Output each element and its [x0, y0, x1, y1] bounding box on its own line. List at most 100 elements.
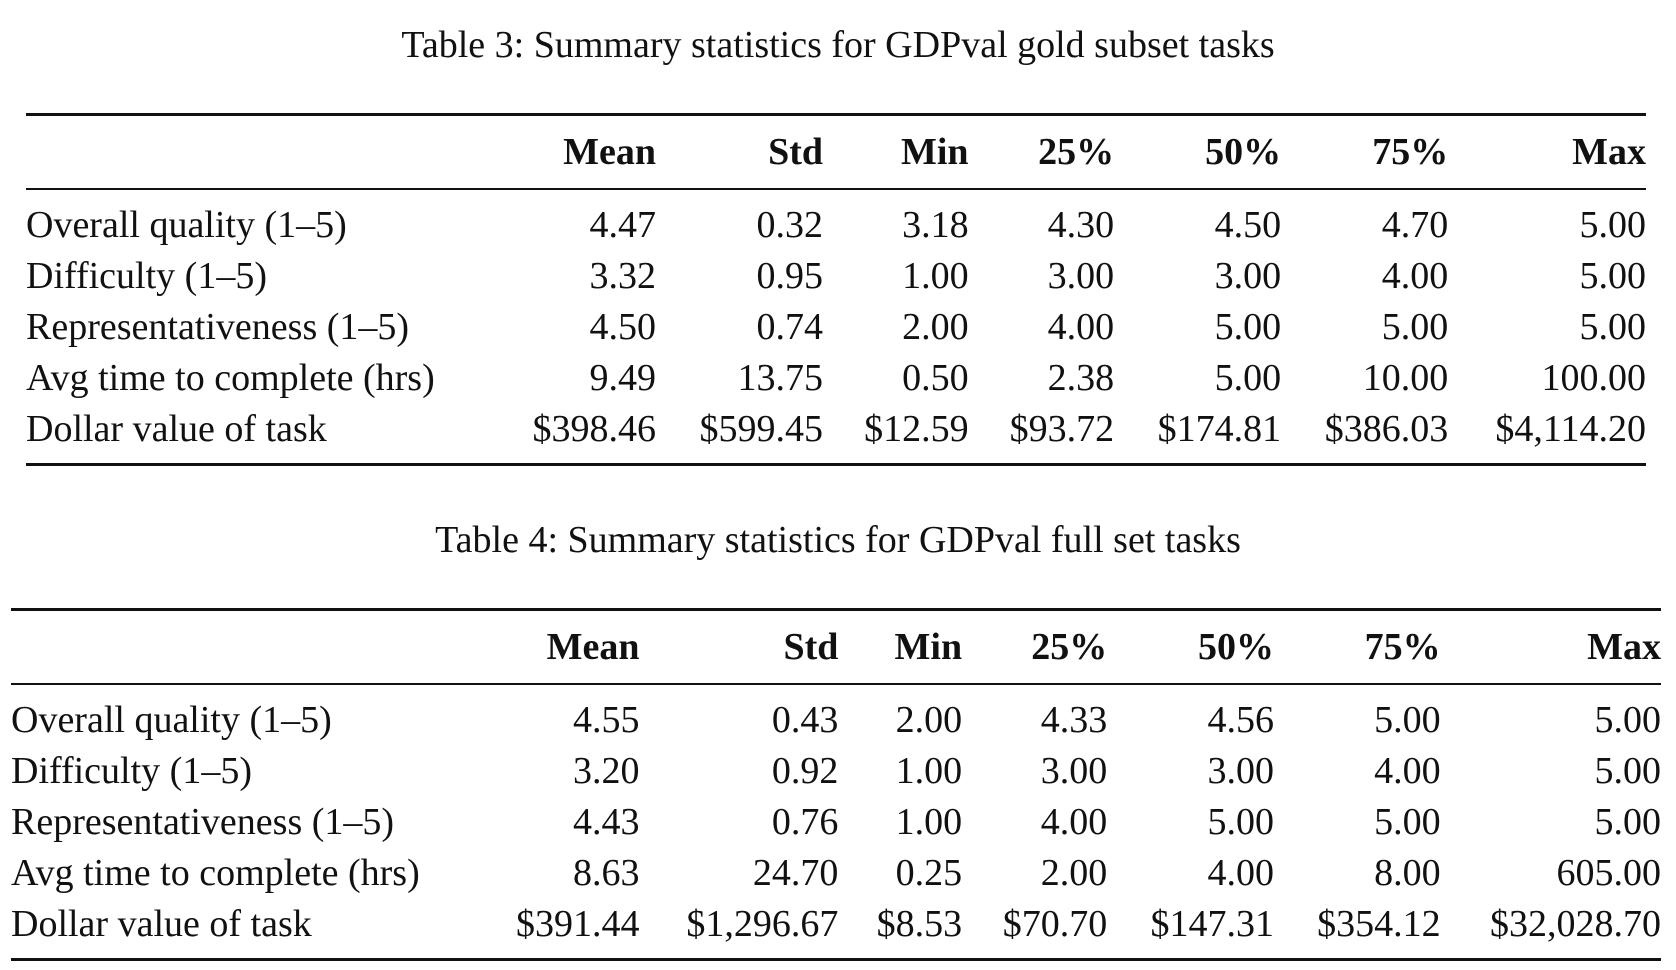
cell-std: $599.45 — [699, 407, 824, 450]
cell-75pct: 8.00 — [1374, 851, 1441, 894]
cell-max: 5.00 — [1594, 698, 1662, 741]
cell-mean: $391.44 — [516, 902, 640, 945]
row-label: Representativeness (1–5) — [26, 305, 410, 348]
cell-mean: 4.55 — [573, 698, 640, 741]
cell-25pct: 4.00 — [1040, 800, 1108, 843]
header-stub — [26, 114, 489, 190]
cell-max: 5.00 — [1594, 800, 1662, 843]
table-4-caption: Table 4: Summary statistics for GDPval f… — [435, 519, 1241, 561]
cell-75pct: $386.03 — [1324, 407, 1449, 450]
cell-std: 0.76 — [771, 800, 839, 843]
cell-75pct: 4.00 — [1374, 749, 1441, 792]
cell-min: 1.00 — [902, 254, 969, 297]
row-label: Dollar value of task — [11, 902, 312, 945]
table-header-row: Mean Std Min 25% 50% 75% Max — [26, 114, 1646, 190]
cell-50pct: 3.00 — [1214, 254, 1282, 297]
header-min: Min — [838, 609, 963, 685]
cell-mean: 8.63 — [573, 851, 640, 894]
table-row: Overall quality (1–5) 4.47 0.32 3.18 4.3… — [26, 189, 1646, 250]
cell-25pct: 3.00 — [1040, 749, 1108, 792]
cell-mean: $398.46 — [532, 407, 656, 450]
row-label: Difficulty (1–5) — [11, 749, 252, 792]
header-mean: Mean — [488, 114, 656, 190]
cell-max: $32,028.70 — [1490, 902, 1661, 945]
table-header-row: Mean Std Min 25% 50% 75% Max — [11, 609, 1661, 685]
table-row: Avg time to complete (hrs) 9.49 13.75 0.… — [26, 352, 1646, 403]
row-label: Avg time to complete (hrs) — [11, 851, 420, 894]
cell-25pct: $70.70 — [1002, 902, 1108, 945]
cell-min: 1.00 — [895, 749, 963, 792]
row-label: Dollar value of task — [26, 407, 327, 450]
cell-50pct: 3.00 — [1207, 749, 1274, 792]
cell-mean: 3.32 — [589, 254, 656, 297]
header-50pct: 50% — [1114, 114, 1282, 190]
cell-mean: 4.43 — [573, 800, 640, 843]
table-3-caption: Table 3: Summary statistics for GDPval g… — [401, 24, 1275, 66]
table-3: Mean Std Min 25% 50% 75% Max Overall qua… — [26, 113, 1646, 466]
cell-min: $8.53 — [876, 902, 963, 945]
cell-25pct: 2.38 — [1047, 356, 1115, 399]
cell-75pct: 5.00 — [1381, 305, 1449, 348]
cell-50pct: 5.00 — [1214, 356, 1282, 399]
header-min: Min — [823, 114, 969, 190]
cell-50pct: $174.81 — [1157, 407, 1282, 450]
header-max: Max — [1440, 609, 1661, 685]
header-stub — [11, 609, 473, 685]
cell-max: 605.00 — [1556, 851, 1662, 894]
cell-25pct: 4.33 — [1040, 698, 1108, 741]
cell-std: $1,296.67 — [686, 902, 839, 945]
cell-min: 3.18 — [902, 203, 969, 246]
row-label: Overall quality (1–5) — [26, 203, 347, 246]
cell-min: 0.25 — [895, 851, 963, 894]
cell-min: 1.00 — [895, 800, 963, 843]
cell-25pct: $93.72 — [1009, 407, 1115, 450]
cell-75pct: $354.12 — [1317, 902, 1441, 945]
header-std: Std — [655, 114, 824, 190]
cell-min: 0.50 — [902, 356, 969, 399]
cell-50pct: 4.00 — [1207, 851, 1274, 894]
cell-75pct: 4.00 — [1381, 254, 1449, 297]
cell-50pct: 5.00 — [1214, 305, 1282, 348]
cell-min: $12.59 — [864, 407, 969, 450]
cell-25pct: 4.30 — [1047, 203, 1115, 246]
cell-25pct: 3.00 — [1047, 254, 1115, 297]
table-row: Difficulty (1–5) 3.20 0.92 1.00 3.00 3.0… — [11, 745, 1661, 796]
cell-max: $4,114.20 — [1495, 407, 1646, 450]
cell-75pct: 4.70 — [1381, 203, 1449, 246]
row-label: Representativeness (1–5) — [11, 800, 395, 843]
header-75pct: 75% — [1273, 609, 1441, 685]
row-label: Difficulty (1–5) — [26, 254, 267, 297]
cell-75pct: 10.00 — [1362, 356, 1449, 399]
cell-50pct: 5.00 — [1207, 800, 1274, 843]
cell-std: 0.95 — [756, 254, 824, 297]
table-row: Difficulty (1–5) 3.32 0.95 1.00 3.00 3.0… — [26, 250, 1646, 301]
cell-mean: 9.49 — [589, 356, 656, 399]
cell-max: 5.00 — [1579, 254, 1647, 297]
cell-std: 24.70 — [752, 851, 839, 894]
cell-std: 0.32 — [756, 203, 824, 246]
header-75pct: 75% — [1281, 114, 1449, 190]
cell-25pct: 2.00 — [1040, 851, 1108, 894]
table-4: Mean Std Min 25% 50% 75% Max Overall qua… — [11, 608, 1661, 961]
cell-max: 5.00 — [1594, 749, 1662, 792]
header-25pct: 25% — [962, 609, 1108, 685]
cell-min: 2.00 — [895, 698, 963, 741]
cell-max: 100.00 — [1541, 356, 1647, 399]
cell-50pct: 4.56 — [1207, 698, 1274, 741]
table-row: Overall quality (1–5) 4.55 0.43 2.00 4.3… — [11, 684, 1661, 745]
table-row: Dollar value of task $398.46 $599.45 $12… — [26, 403, 1646, 465]
table-row: Avg time to complete (hrs) 8.63 24.70 0.… — [11, 847, 1661, 898]
header-max: Max — [1448, 114, 1646, 190]
cell-max: 5.00 — [1579, 305, 1647, 348]
cell-mean: 4.50 — [589, 305, 656, 348]
cell-50pct: 4.50 — [1214, 203, 1282, 246]
cell-25pct: 4.00 — [1047, 305, 1115, 348]
cell-max: 5.00 — [1579, 203, 1647, 246]
cell-std: 0.92 — [771, 749, 839, 792]
table-row: Representativeness (1–5) 4.43 0.76 1.00 … — [11, 796, 1661, 847]
table-row: Dollar value of task $391.44 $1,296.67 $… — [11, 898, 1661, 960]
row-label: Avg time to complete (hrs) — [26, 356, 435, 399]
cell-50pct: $147.31 — [1150, 902, 1274, 945]
header-std: Std — [639, 609, 839, 685]
cell-75pct: 5.00 — [1374, 800, 1441, 843]
